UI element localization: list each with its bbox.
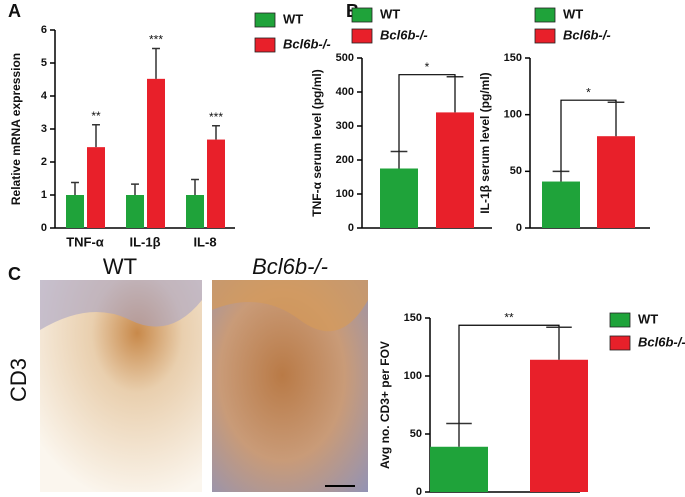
y-axis-label: IL-1β serum level (pg/ml)	[478, 72, 492, 213]
error-bar	[191, 178, 199, 195]
y-axis-label: Relative mRNA expression	[9, 53, 23, 205]
y-tick-label: 0	[516, 222, 522, 234]
error-bar	[446, 422, 472, 447]
y-tick-label: 1	[41, 189, 47, 201]
y-tick-label: 100	[504, 109, 522, 121]
image-label: WT	[103, 254, 137, 279]
y-axis-label: Avg no. CD3+ per FOV	[378, 341, 392, 469]
annotation: ***	[209, 110, 223, 124]
error-bar	[212, 124, 220, 140]
x-tick-label: IL-1β	[129, 234, 160, 249]
panel-label: C	[8, 264, 21, 284]
legend-label: WT	[380, 6, 400, 21]
legend-label: WT	[638, 311, 658, 326]
error-bar	[71, 181, 79, 195]
legend-swatch	[351, 7, 373, 23]
bar	[542, 181, 580, 228]
bar	[430, 446, 488, 492]
y-tick-label: 500	[336, 52, 354, 64]
y-tick-label: 100	[336, 188, 354, 200]
error-bar	[131, 183, 139, 195]
annotation: **	[91, 109, 101, 123]
y-axis-label: TNF-α serum level (pg/ml)	[310, 69, 324, 216]
bar	[380, 168, 418, 228]
legend-label: Bcl6b-/-	[380, 27, 428, 42]
bar	[87, 147, 105, 228]
error-bar	[446, 75, 464, 113]
error-bar	[390, 150, 408, 169]
image-label: Bcl6b-/-	[252, 254, 328, 279]
legend-swatch	[534, 7, 556, 23]
error-bar	[92, 123, 100, 148]
bar	[207, 139, 225, 228]
significance-label: *	[586, 85, 591, 99]
x-tick-label: TNF-α	[66, 234, 104, 249]
bar	[530, 359, 588, 492]
legend-swatch	[351, 28, 373, 44]
legend-swatch	[254, 37, 276, 53]
bar	[597, 136, 635, 228]
legend-swatch	[609, 312, 631, 328]
legend-label: Bcl6b-/-	[563, 27, 611, 42]
y-tick-label: 300	[336, 120, 354, 132]
y-tick-label: 3	[41, 123, 47, 135]
y-tick-label: 4	[41, 90, 48, 102]
error-bar	[152, 47, 160, 79]
y-tick-label: 0	[41, 222, 47, 234]
significance-label: **	[504, 310, 514, 324]
legend-label: WT	[563, 6, 583, 21]
legend-label: Bcl6b-/-	[283, 36, 331, 51]
tissue	[212, 280, 368, 332]
y-tick-label: 50	[510, 165, 522, 177]
significance-bracket	[398, 74, 456, 152]
y-tick-label: 200	[336, 154, 354, 166]
y-tick-label: 100	[404, 370, 422, 382]
y-tick-label: 50	[410, 428, 422, 440]
annotation: ***	[149, 33, 163, 47]
bar	[66, 195, 84, 228]
panel-label: A	[8, 1, 21, 21]
y-tick-label: 150	[404, 312, 422, 324]
row-label: CD3	[6, 358, 31, 402]
bar	[186, 195, 204, 228]
significance-bracket	[560, 99, 617, 172]
significance-label: *	[425, 60, 430, 74]
y-tick-label: 400	[336, 86, 354, 98]
significance-bracket	[458, 324, 560, 424]
y-tick-label: 0	[348, 222, 354, 234]
legend-swatch	[254, 12, 276, 28]
tissue	[40, 280, 202, 330]
legend-swatch	[609, 335, 631, 351]
y-tick-label: 6	[41, 24, 47, 36]
legend-swatch	[534, 28, 556, 44]
error-bar	[552, 170, 570, 182]
y-tick-label: 5	[41, 57, 47, 69]
x-tick-label: IL-8	[193, 234, 216, 249]
y-tick-label: 150	[504, 52, 522, 64]
y-tick-label: 2	[41, 156, 47, 168]
legend-label: Bcl6b-/-	[638, 334, 685, 349]
y-tick-label: 0	[416, 486, 422, 497]
bar	[126, 195, 144, 228]
bar	[147, 78, 165, 228]
bar	[436, 112, 474, 228]
error-bar	[607, 101, 625, 137]
error-bar	[546, 326, 572, 360]
legend-label: WT	[283, 11, 303, 26]
